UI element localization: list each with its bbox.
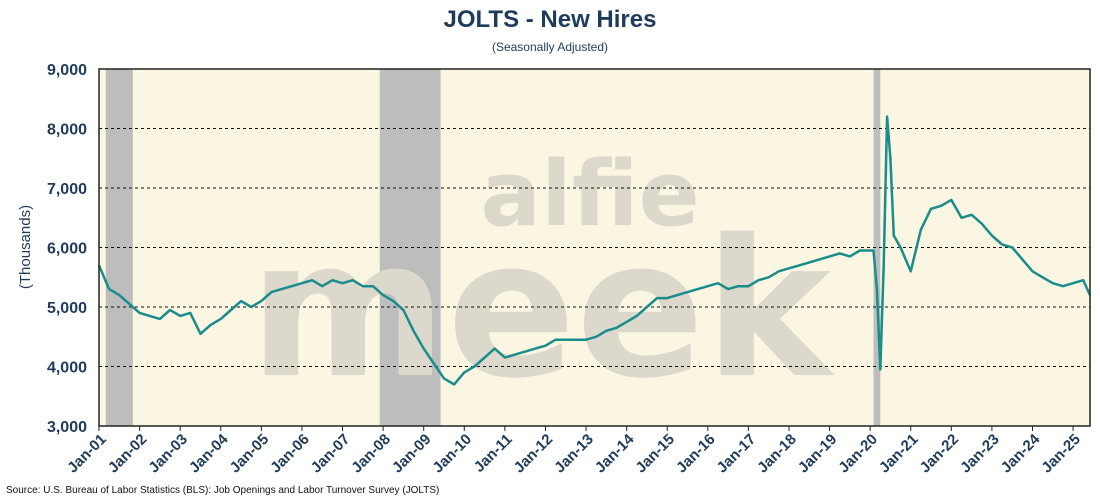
x-tick-label: Jan-14 — [592, 430, 638, 476]
plot-frame — [98, 68, 1091, 427]
series-layer — [97, 115, 1092, 386]
x-tick-label: Jan-17 — [714, 431, 760, 477]
source-note: Source: U.S. Bureau of Labor Statistics … — [6, 485, 440, 496]
x-axis-ticks: Jan-01Jan-02Jan-03Jan-04Jan-05Jan-06Jan-… — [64, 426, 1084, 476]
y-axis-label: (Thousands) — [17, 205, 34, 289]
x-tick-label: Jan-15 — [632, 431, 678, 477]
x-tick-label: Jan-01 — [64, 431, 110, 477]
x-tick-label: Jan-03 — [145, 431, 191, 477]
y-tick-label: 4,000 — [47, 360, 87, 377]
recession-band — [873, 69, 881, 426]
x-tick-label: Jan-12 — [511, 431, 557, 477]
x-tick-label: Jan-04 — [186, 430, 232, 476]
x-tick-label: Jan-23 — [957, 431, 1003, 477]
x-tick-label: Jan-05 — [227, 431, 273, 477]
x-tick-label: Jan-25 — [1038, 431, 1084, 477]
watermark-text: meek — [249, 199, 835, 420]
x-tick-label: Jan-18 — [754, 431, 800, 477]
y-axis-ticks: 3,000 4,000 5,000 6,000 7,000 8,000 9,000 — [47, 62, 87, 436]
x-tick-label: Jan-20 — [835, 431, 881, 477]
watermark-text: alfie — [480, 142, 699, 247]
x-tick-label: Jan-16 — [673, 431, 719, 477]
chart-subtitle: (Seasonally Adjusted) — [491, 40, 609, 54]
y-tick-label: 5,000 — [47, 300, 87, 317]
x-tick-label: Jan-22 — [917, 431, 963, 477]
x-tick-label: Jan-08 — [348, 431, 394, 477]
chart-title: JOLTS - New Hires — [443, 6, 657, 33]
x-tick-label: Jan-06 — [267, 431, 313, 477]
x-tick-label: Jan-07 — [308, 431, 354, 477]
plot-area — [99, 69, 1090, 426]
y-tick-label: 7,000 — [47, 181, 87, 198]
y-tick-label: 8,000 — [47, 122, 87, 139]
x-tick-label: Jan-13 — [551, 431, 597, 477]
y-tick-label: 9,000 — [47, 62, 87, 79]
x-tick-label: Jan-09 — [389, 431, 435, 477]
x-tick-label: Jan-10 — [429, 431, 475, 477]
y-tick-label: 6,000 — [47, 241, 87, 258]
x-tick-label: Jan-24 — [998, 430, 1044, 476]
axes — [98, 68, 1091, 427]
x-tick-label: Jan-11 — [471, 431, 516, 476]
y-tick-label: 3,000 — [47, 419, 87, 436]
series-line — [97, 115, 1092, 386]
x-tick-label: Jan-21 — [876, 431, 922, 477]
x-tick-label: Jan-19 — [795, 431, 841, 477]
x-tick-label: Jan-02 — [105, 431, 151, 477]
